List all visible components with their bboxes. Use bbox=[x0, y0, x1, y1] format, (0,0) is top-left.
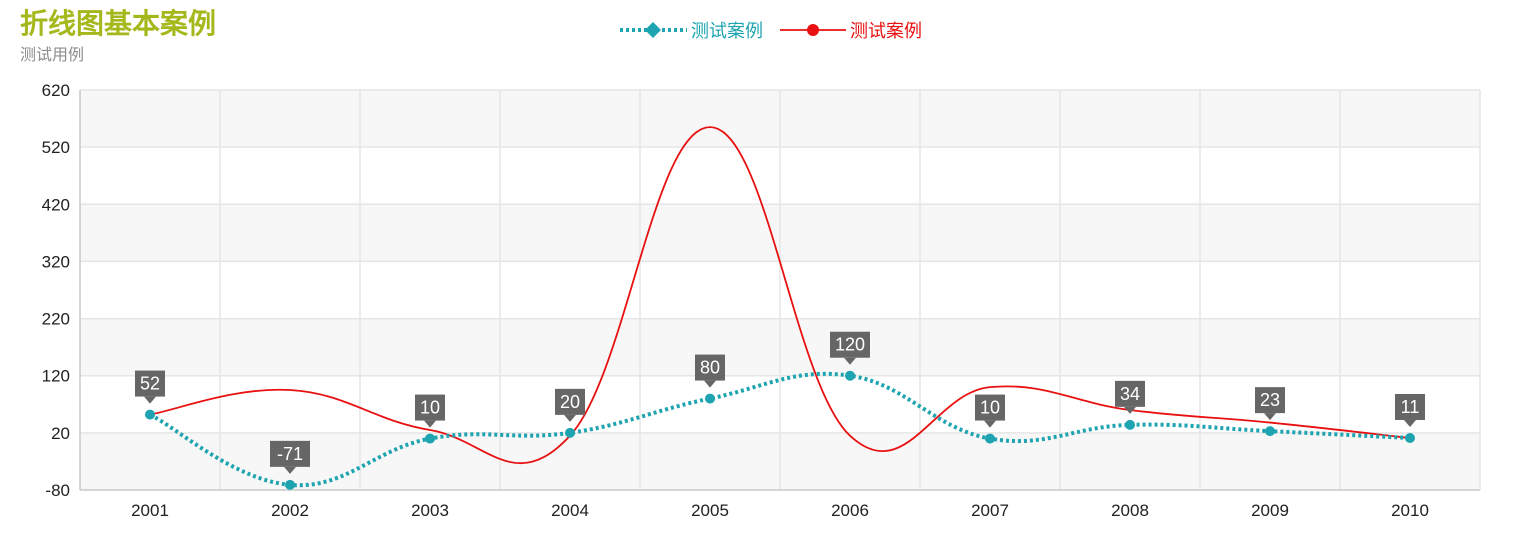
data-point bbox=[145, 409, 155, 420]
data-label-pointer bbox=[1404, 420, 1416, 427]
data-label-pointer bbox=[144, 396, 156, 404]
x-tick-label: 2002 bbox=[271, 501, 309, 520]
data-label-text: 52 bbox=[140, 374, 160, 394]
chart-subtitle: 测试用例 bbox=[20, 45, 85, 64]
x-tick-label: 2003 bbox=[411, 501, 449, 520]
chart-title: 折线图基本案例 bbox=[20, 7, 217, 40]
data-label: 52 bbox=[135, 370, 165, 404]
data-label-box bbox=[1395, 394, 1425, 420]
legend-label-1: 测试案例 bbox=[691, 21, 763, 42]
x-tick-label: 2009 bbox=[1251, 501, 1289, 520]
data-point bbox=[845, 370, 855, 381]
y-tick-label: 320 bbox=[42, 252, 70, 271]
data-label-box bbox=[975, 394, 1005, 421]
x-tick-label: 2010 bbox=[1391, 501, 1429, 520]
data-label-box bbox=[415, 394, 445, 421]
data-labels: 52 -71 10 20 80 120 10 34 23 11 bbox=[135, 331, 1425, 474]
data-label-box bbox=[1255, 387, 1285, 414]
x-tick-label: 2001 bbox=[131, 501, 169, 520]
y-tick-label: 120 bbox=[42, 367, 70, 386]
x-axis-labels: 2001 2002 2003 2004 2005 2006 2007 2008 2009 2010 bbox=[131, 501, 1429, 520]
data-label-box bbox=[135, 370, 165, 397]
data-label: 120 bbox=[830, 331, 870, 365]
data-label-pointer bbox=[1264, 413, 1276, 421]
data-label-text: 23 bbox=[1260, 390, 1280, 410]
axes bbox=[79, 90, 1480, 491]
x-tick-label: 2006 bbox=[831, 501, 869, 520]
x-tick-label: 2004 bbox=[551, 501, 589, 520]
y-axis-labels: 620 520 420 320 220 120 20 -80 bbox=[42, 81, 70, 500]
x-tick-label: 2007 bbox=[971, 501, 1009, 520]
series-line-1 bbox=[149, 371, 1411, 488]
data-label: 11 bbox=[1395, 394, 1425, 427]
data-label: 80 bbox=[695, 354, 725, 388]
data-label: 10 bbox=[975, 394, 1005, 428]
data-label-pointer bbox=[424, 420, 436, 428]
data-label: 23 bbox=[1255, 387, 1285, 421]
data-label-box bbox=[1115, 380, 1145, 407]
data-point bbox=[425, 433, 435, 444]
data-point bbox=[285, 479, 295, 490]
data-label-pointer bbox=[1124, 406, 1136, 414]
data-label-box bbox=[695, 354, 725, 381]
x-tick-label: 2008 bbox=[1111, 501, 1149, 520]
data-label-text: 10 bbox=[980, 398, 1000, 418]
y-tick-label: -80 bbox=[45, 481, 70, 500]
data-label: 10 bbox=[415, 394, 445, 428]
y-tick-label: 220 bbox=[42, 310, 70, 329]
circle-marker-icon bbox=[807, 24, 819, 36]
y-tick-label: 620 bbox=[42, 81, 70, 100]
data-point bbox=[1265, 426, 1275, 437]
data-point bbox=[985, 433, 995, 444]
y-tick-label: 20 bbox=[51, 424, 70, 443]
data-point bbox=[565, 427, 575, 438]
data-label-text: -71 bbox=[277, 444, 303, 464]
data-label-pointer bbox=[844, 357, 856, 365]
data-label-pointer bbox=[704, 380, 716, 388]
data-label-box bbox=[270, 440, 310, 467]
x-tick-label: 2005 bbox=[691, 501, 729, 520]
data-point bbox=[1405, 433, 1415, 443]
legend: 测试案例 测试案例 bbox=[620, 21, 922, 42]
legend-label-2: 测试案例 bbox=[850, 21, 922, 42]
data-label: -71 bbox=[270, 440, 310, 474]
y-tick-label: 520 bbox=[42, 138, 70, 157]
data-label-text: 11 bbox=[1401, 397, 1420, 417]
data-point bbox=[1125, 419, 1135, 430]
data-label-pointer bbox=[284, 466, 296, 474]
data-label-text: 10 bbox=[420, 398, 440, 418]
data-label-text: 34 bbox=[1120, 384, 1140, 404]
series-lines bbox=[149, 126, 1411, 488]
data-label: 34 bbox=[1115, 380, 1145, 414]
data-label-text: 80 bbox=[700, 358, 720, 378]
data-label: 20 bbox=[555, 388, 585, 422]
series-line-2 bbox=[149, 126, 1411, 465]
data-label-box bbox=[830, 331, 870, 358]
data-point bbox=[705, 393, 715, 404]
data-label-text: 120 bbox=[835, 335, 865, 355]
data-label-box bbox=[555, 388, 585, 415]
data-label-pointer bbox=[564, 414, 576, 422]
diamond-marker-icon bbox=[645, 22, 661, 38]
data-label-text: 20 bbox=[560, 392, 580, 412]
y-tick-label: 420 bbox=[42, 195, 70, 214]
series-points bbox=[145, 370, 1415, 490]
data-label-pointer bbox=[984, 420, 996, 428]
